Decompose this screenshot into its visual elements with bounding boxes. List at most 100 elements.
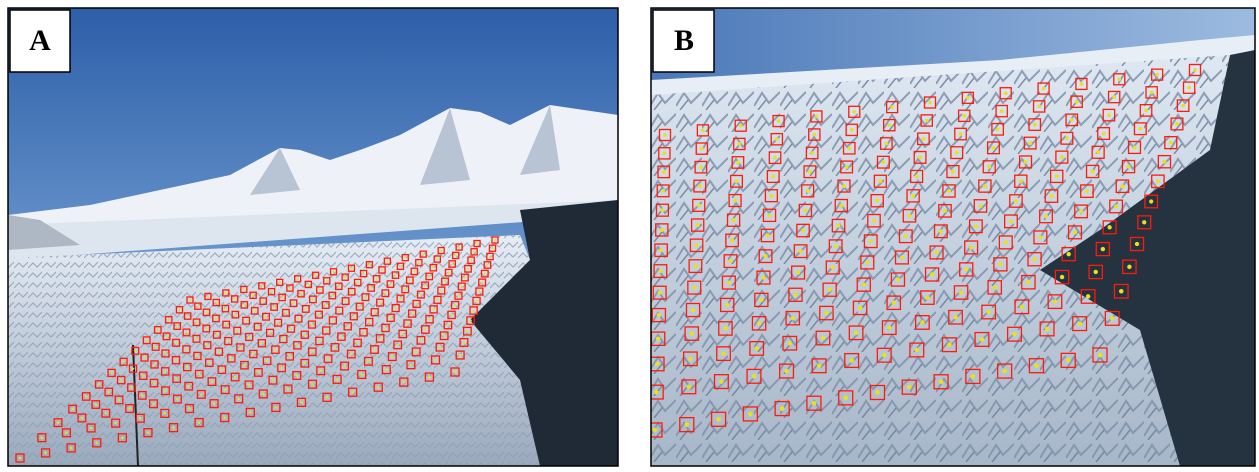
marker-point [757,321,761,325]
marker-point [470,259,472,261]
marker-point [257,371,260,374]
marker-point [227,340,229,342]
marker-point [1060,155,1064,159]
marker-point [1019,179,1023,183]
marker-point [654,390,659,395]
marker-point [992,146,996,150]
marker-point [878,179,882,183]
marker-point [1024,160,1028,164]
marker-point [384,327,386,329]
marker-point [733,199,737,203]
marker-point [1144,108,1148,112]
marker-point [447,324,449,326]
marker-point [215,301,217,303]
marker-point [340,335,342,337]
marker-point [1120,184,1124,188]
marker-point [1045,327,1050,332]
marker-point [1102,132,1106,136]
marker-point [660,208,664,212]
marker-point [424,328,426,330]
marker-point [311,323,313,325]
marker-point [300,293,302,295]
marker-point [396,344,399,347]
marker-point [230,357,232,359]
marker-point [406,322,408,324]
marker-point [404,256,406,258]
marker-point [735,179,739,183]
marker-point [854,331,859,336]
marker-point [765,233,769,237]
marker-point [152,403,155,406]
marker-point [687,385,692,390]
marker-point [221,368,223,370]
marker-point [821,336,826,341]
marker-point [428,318,430,320]
marker-point [1127,265,1131,269]
marker-point [1149,199,1153,203]
marker-point [466,330,469,333]
marker-point [953,315,958,320]
marker-point [386,260,388,262]
marker-point [1073,230,1077,234]
marker-point [375,278,377,280]
marker-point [463,341,466,344]
marker-point [688,357,693,362]
marker-point [1193,68,1197,72]
marker-point [1181,104,1185,108]
marker-point [394,307,396,309]
marker-point [374,311,376,313]
marker-point [915,348,920,353]
marker-point [399,297,401,299]
marker-point [1107,225,1111,229]
marker-point [185,331,187,333]
marker-point [748,412,753,417]
marker-point [1135,242,1139,246]
marker-point [763,254,767,258]
marker-point [243,288,245,290]
marker-point [473,251,475,253]
marker-point [1117,77,1121,81]
marker-point [922,137,926,141]
marker-point [947,189,951,193]
marker-point [1053,299,1058,304]
marker-point [178,309,180,311]
marker-point [370,287,372,289]
marker-point [198,421,201,424]
marker-point [788,341,793,346]
marker-point [1000,109,1004,113]
marker-point [279,281,281,283]
marker-point [300,401,303,404]
marker-point [187,385,190,388]
marker-point [1175,122,1179,126]
marker-point [458,246,460,248]
marker-point [223,416,226,419]
marker-point [237,397,240,400]
marker-point [469,319,471,321]
marker-point [1066,358,1071,363]
marker-point [1107,113,1111,117]
marker-point [831,265,835,269]
marker-point [285,312,287,314]
marker-point [428,376,431,379]
marker-point [415,303,417,305]
marker-point [1086,294,1091,299]
marker-point [732,218,736,222]
marker-point [1126,165,1130,169]
marker-point [775,137,779,141]
marker-point [312,298,314,300]
marker-point [234,313,236,315]
marker-point [1049,194,1053,198]
marker-point [319,369,322,372]
marker-point [1187,86,1191,90]
marker-point [993,285,997,289]
marker-point [472,309,474,311]
marker-point [986,310,991,315]
marker-point [767,213,771,217]
marker-point [464,276,466,278]
marker-point [489,255,491,257]
marker-point [803,208,807,212]
marker-point [1132,145,1136,149]
marker-point [896,277,900,281]
marker-point [943,209,947,213]
marker-point [974,224,978,228]
